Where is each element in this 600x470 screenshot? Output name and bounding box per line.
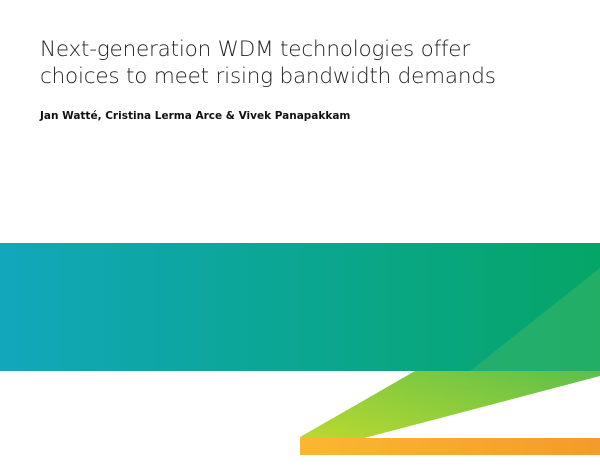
band-highlight [470, 268, 600, 371]
title: Next-generation WDM technologies offer c… [40, 36, 496, 90]
orange-bar [300, 438, 600, 455]
title-line: choices to meet rising bandwidth demands [40, 64, 496, 89]
title-line: Next-generation WDM technologies offer [40, 37, 470, 62]
green-wedge [300, 371, 600, 455]
authors: Jan Watté, Cristina Lerma Arce & Vivek P… [40, 110, 351, 122]
